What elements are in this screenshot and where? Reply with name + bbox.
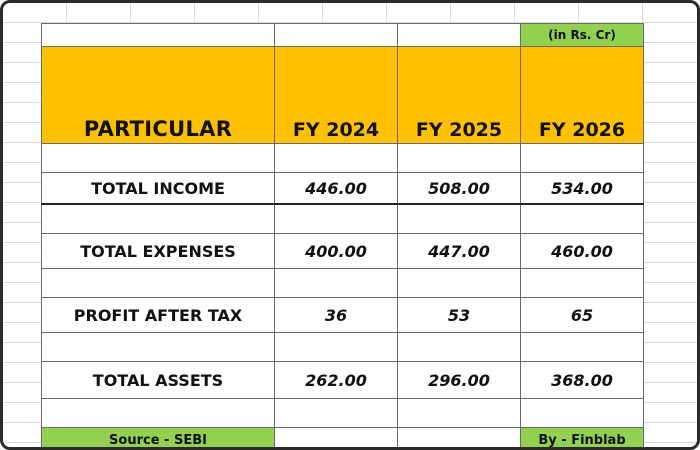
- cell[interactable]: [274, 398, 398, 428]
- cell[interactable]: [520, 268, 644, 298]
- row-label[interactable]: TOTAL EXPENSES: [41, 233, 275, 269]
- cell[interactable]: [397, 268, 521, 298]
- table-row-total-expenses: TOTAL EXPENSES 400.00 447.00 460.00: [41, 233, 644, 269]
- value-cell[interactable]: 534.00: [520, 172, 644, 205]
- cell[interactable]: [520, 332, 644, 362]
- value-cell[interactable]: 36: [274, 297, 398, 333]
- cell[interactable]: [274, 427, 398, 447]
- financial-summary-table: (in Rs. Cr) PARTICULAR FY 2024 FY 2025 F…: [41, 23, 644, 447]
- cell[interactable]: [397, 23, 521, 47]
- year-header-fy2025[interactable]: FY 2025: [397, 46, 521, 144]
- value-cell[interactable]: 296.00: [397, 361, 521, 399]
- footer-row: Source - SEBI By - Finblab: [41, 427, 644, 447]
- cell[interactable]: [274, 268, 398, 298]
- spacer-row: [41, 143, 644, 173]
- row-label[interactable]: PROFIT AFTER TAX: [41, 297, 275, 333]
- spacer-row: [41, 398, 644, 428]
- cell[interactable]: [41, 143, 275, 173]
- value-cell[interactable]: 446.00: [274, 172, 398, 205]
- cell[interactable]: [274, 143, 398, 173]
- author-note[interactable]: By - Finblab: [520, 427, 644, 447]
- cell[interactable]: [520, 143, 644, 173]
- spacer-row: [41, 203, 644, 234]
- unit-note-row: (in Rs. Cr): [41, 23, 644, 47]
- value-cell[interactable]: 508.00: [397, 172, 521, 205]
- value-cell[interactable]: 400.00: [274, 233, 398, 269]
- cell[interactable]: [274, 23, 398, 47]
- value-cell[interactable]: 65: [520, 297, 644, 333]
- cell[interactable]: [397, 398, 521, 428]
- value-cell[interactable]: 460.00: [520, 233, 644, 269]
- cell[interactable]: [41, 332, 275, 362]
- cell[interactable]: [41, 23, 275, 47]
- cell[interactable]: [274, 332, 398, 362]
- value-cell[interactable]: 53: [397, 297, 521, 333]
- year-header-fy2026[interactable]: FY 2026: [520, 46, 644, 144]
- cell[interactable]: [41, 203, 275, 234]
- cell[interactable]: [41, 268, 275, 298]
- cell[interactable]: [520, 398, 644, 428]
- cell[interactable]: [274, 203, 398, 234]
- table-row-total-assets: TOTAL ASSETS 262.00 296.00 368.00: [41, 361, 644, 399]
- source-note[interactable]: Source - SEBI: [41, 427, 275, 447]
- year-header-fy2024[interactable]: FY 2024: [274, 46, 398, 144]
- spacer-row: [41, 332, 644, 362]
- cell[interactable]: [397, 203, 521, 234]
- unit-note[interactable]: (in Rs. Cr): [520, 23, 644, 47]
- cell[interactable]: [520, 203, 644, 234]
- value-cell[interactable]: 447.00: [397, 233, 521, 269]
- table-row-total-income: TOTAL INCOME 446.00 508.00 534.00: [41, 172, 644, 205]
- table-row-profit-after-tax: PROFIT AFTER TAX 36 53 65: [41, 297, 644, 333]
- cell[interactable]: [41, 398, 275, 428]
- value-cell[interactable]: 368.00: [520, 361, 644, 399]
- row-label[interactable]: TOTAL ASSETS: [41, 361, 275, 399]
- row-label[interactable]: TOTAL INCOME: [41, 172, 275, 205]
- value-cell[interactable]: 262.00: [274, 361, 398, 399]
- spacer-row: [41, 268, 644, 298]
- particular-header[interactable]: PARTICULAR: [41, 46, 275, 144]
- cell[interactable]: [397, 143, 521, 173]
- header-row: PARTICULAR FY 2024 FY 2025 FY 2026: [41, 46, 644, 144]
- cell[interactable]: [397, 427, 521, 447]
- cell[interactable]: [397, 332, 521, 362]
